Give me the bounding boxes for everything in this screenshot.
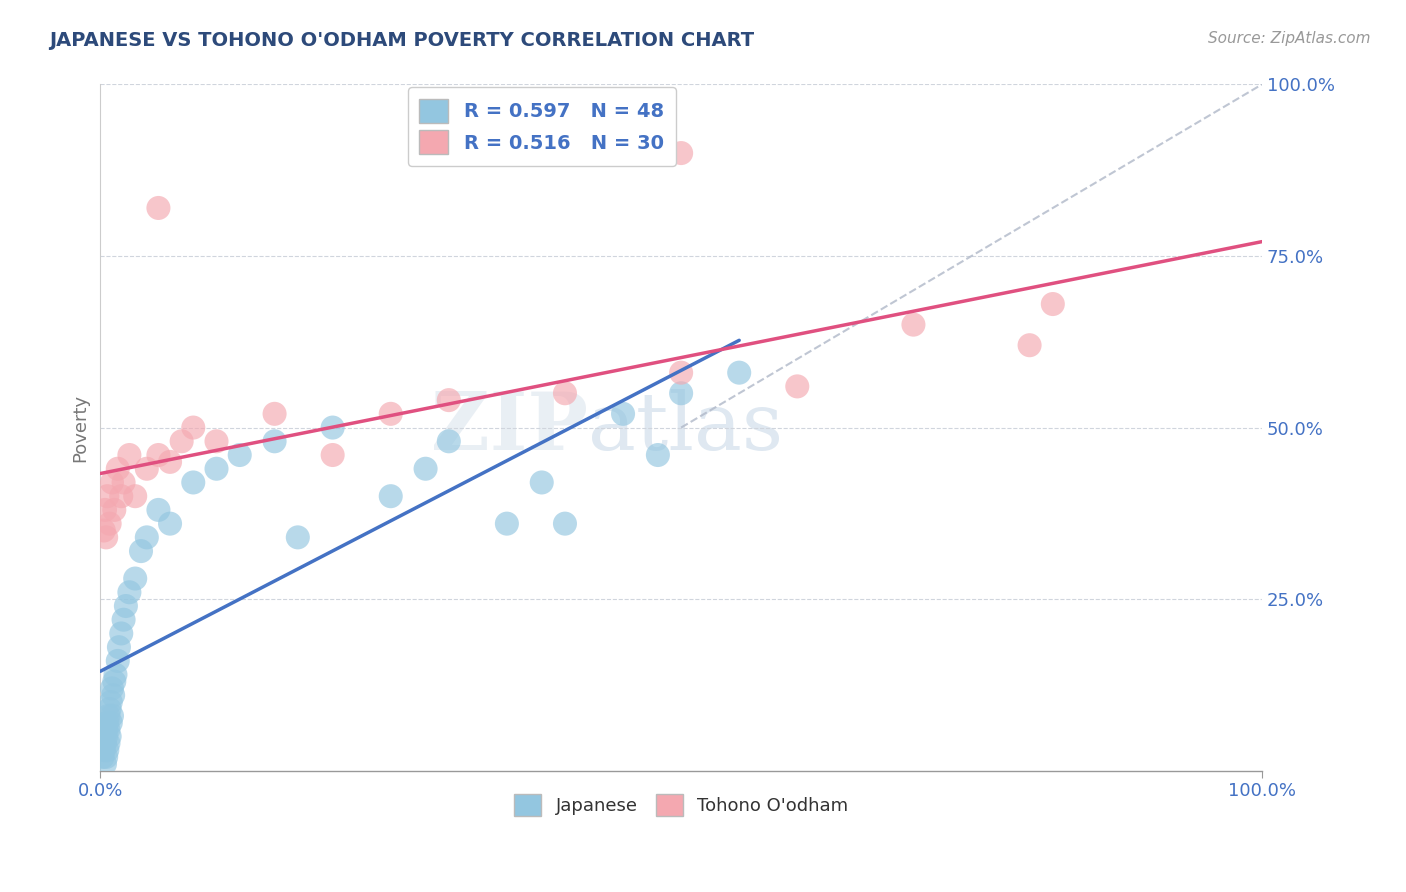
Point xyxy=(322,448,344,462)
Text: Source: ZipAtlas.com: Source: ZipAtlas.com xyxy=(1208,31,1371,46)
Point xyxy=(380,407,402,421)
Point xyxy=(124,572,146,586)
Point xyxy=(205,434,228,449)
Point xyxy=(903,318,925,332)
Point xyxy=(728,366,751,380)
Point xyxy=(97,708,120,723)
Point xyxy=(669,366,692,380)
Point xyxy=(118,585,141,599)
Point xyxy=(437,434,460,449)
Point xyxy=(415,461,437,475)
Point xyxy=(112,475,135,490)
Point xyxy=(112,613,135,627)
Point xyxy=(669,146,692,161)
Point xyxy=(1042,297,1064,311)
Point xyxy=(170,434,193,449)
Point xyxy=(322,420,344,434)
Point xyxy=(554,386,576,401)
Point xyxy=(96,750,118,764)
Point xyxy=(104,667,127,681)
Point xyxy=(1018,338,1040,352)
Point xyxy=(96,743,118,757)
Point xyxy=(97,736,120,750)
Point xyxy=(93,743,115,757)
Text: ZIP: ZIP xyxy=(432,389,588,467)
Point xyxy=(159,455,181,469)
Point xyxy=(91,750,114,764)
Point xyxy=(98,516,121,531)
Legend: Japanese, Tohono O'odham: Japanese, Tohono O'odham xyxy=(506,787,855,823)
Point xyxy=(101,475,124,490)
Point xyxy=(94,756,117,771)
Point xyxy=(101,708,124,723)
Point xyxy=(101,681,124,696)
Point xyxy=(612,407,634,421)
Point xyxy=(263,407,285,421)
Point xyxy=(96,489,118,503)
Y-axis label: Poverty: Poverty xyxy=(72,393,89,462)
Point xyxy=(135,530,157,544)
Point xyxy=(229,448,252,462)
Point xyxy=(530,475,553,490)
Point xyxy=(108,640,131,655)
Point xyxy=(159,516,181,531)
Point xyxy=(97,723,120,737)
Point xyxy=(647,448,669,462)
Point xyxy=(107,654,129,668)
Point xyxy=(287,530,309,544)
Point xyxy=(124,489,146,503)
Point xyxy=(110,626,132,640)
Point xyxy=(148,503,170,517)
Point xyxy=(94,503,117,517)
Point xyxy=(100,695,122,709)
Point xyxy=(786,379,808,393)
Point xyxy=(93,524,115,538)
Point xyxy=(94,736,117,750)
Text: atlas: atlas xyxy=(588,389,783,467)
Point xyxy=(96,715,118,730)
Point xyxy=(181,475,204,490)
Point xyxy=(96,530,118,544)
Point xyxy=(263,434,285,449)
Point xyxy=(496,516,519,531)
Point xyxy=(96,730,118,744)
Point xyxy=(103,503,125,517)
Point xyxy=(100,715,122,730)
Point xyxy=(148,448,170,462)
Point xyxy=(98,730,121,744)
Point xyxy=(205,461,228,475)
Point xyxy=(135,461,157,475)
Point xyxy=(554,516,576,531)
Point xyxy=(118,448,141,462)
Point xyxy=(181,420,204,434)
Point xyxy=(98,702,121,716)
Point xyxy=(110,489,132,503)
Point xyxy=(101,688,124,702)
Point xyxy=(103,674,125,689)
Point xyxy=(148,201,170,215)
Point xyxy=(380,489,402,503)
Point xyxy=(669,386,692,401)
Point xyxy=(96,723,118,737)
Point xyxy=(107,461,129,475)
Point xyxy=(129,544,152,558)
Point xyxy=(115,599,138,613)
Text: JAPANESE VS TOHONO O'ODHAM POVERTY CORRELATION CHART: JAPANESE VS TOHONO O'ODHAM POVERTY CORRE… xyxy=(49,31,755,50)
Point xyxy=(437,393,460,408)
